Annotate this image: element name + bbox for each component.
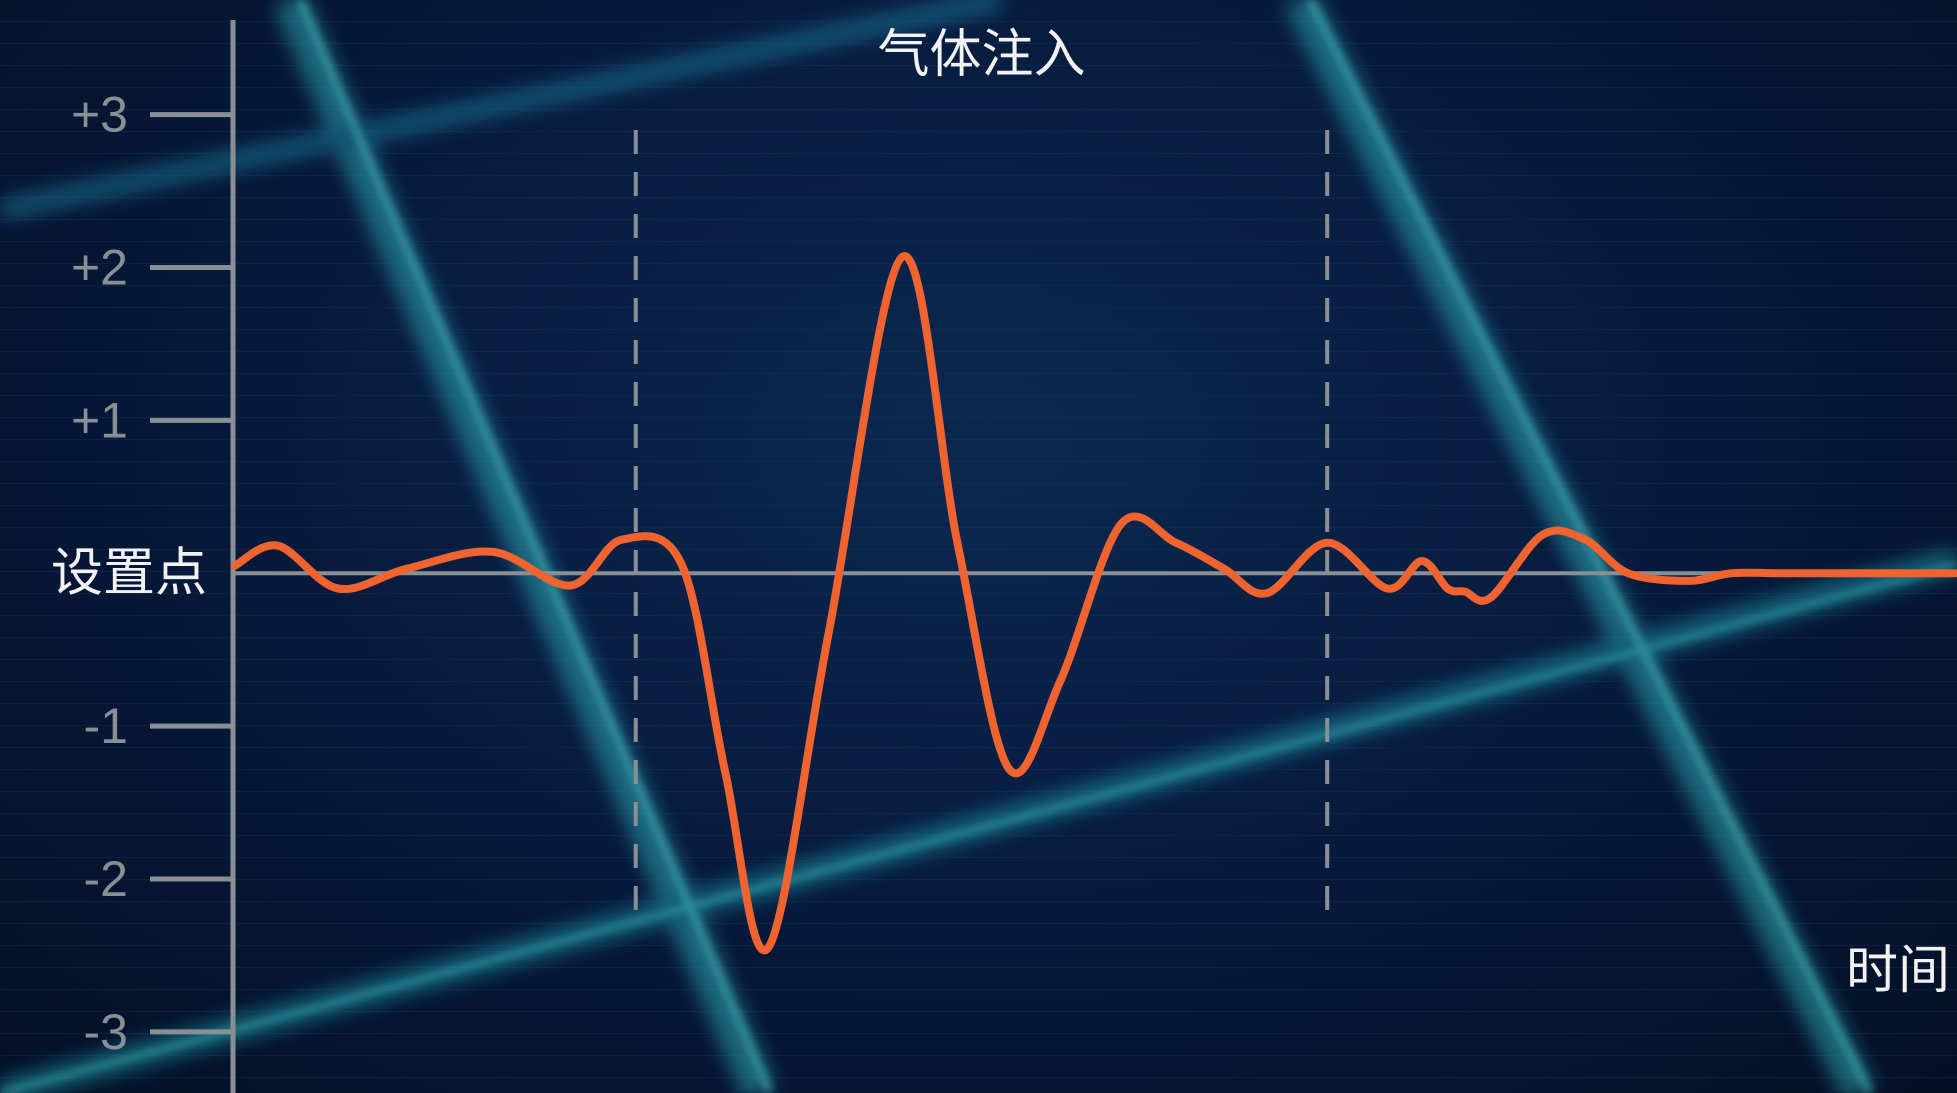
labels-layer: 气体注入 时间 xyxy=(877,25,1950,1001)
x-axis-label: 时间 xyxy=(1846,941,1950,1001)
event-label-gas-injection: 气体注入 xyxy=(877,25,1085,85)
y-axis: +3 +2 +1 设置点 -1 -2 -3 xyxy=(51,20,1957,1093)
series-layer xyxy=(231,252,1957,955)
series-line-0 xyxy=(231,252,1957,955)
setpoint-label: 设置点 xyxy=(51,543,207,603)
y-tick-label: +2 xyxy=(71,240,128,296)
y-tick-label: -1 xyxy=(84,698,128,754)
y-tick-label: +3 xyxy=(71,87,128,143)
y-tick-label: -3 xyxy=(84,1004,128,1060)
y-tick-label: -2 xyxy=(84,851,128,907)
y-tick-label: +1 xyxy=(71,392,128,448)
gas-injection-region xyxy=(633,130,1330,920)
